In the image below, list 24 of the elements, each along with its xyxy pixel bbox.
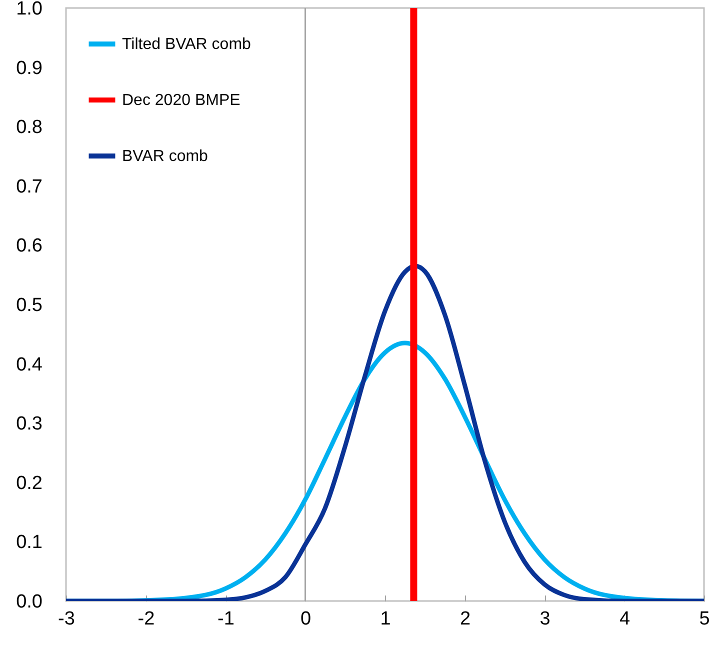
y-tick-label: 0.0	[16, 592, 42, 612]
y-tick-label: 0.3	[16, 414, 42, 435]
x-tick-label: 1	[380, 608, 391, 630]
legend-label: Dec 2020 BMPE	[122, 92, 240, 109]
x-tick-label: -1	[218, 608, 234, 630]
x-tick-label: 2	[460, 608, 471, 630]
y-tick-label: 0.2	[16, 472, 42, 494]
x-tick-label: -3	[58, 608, 75, 630]
y-tick-label: 0.5	[16, 295, 42, 316]
y-tick-label: 0.8	[16, 117, 42, 138]
x-tick-label: 5	[699, 608, 710, 630]
legend-label: BVAR comb	[122, 148, 208, 165]
y-tick-label: 0.9	[16, 58, 42, 79]
y-tick-label: 0.6	[16, 236, 42, 257]
y-tick-label: 0.4	[16, 354, 43, 376]
legend-label: Tilted BVAR comb	[122, 36, 252, 53]
x-tick-label: 3	[540, 608, 550, 630]
x-tick-label: 4	[619, 608, 630, 630]
y-tick-label: 1.0	[16, 0, 42, 20]
x-tick-label: 0	[300, 608, 312, 630]
x-tick-label: -2	[138, 608, 155, 630]
line-series	[66, 264, 704, 601]
y-tick-label: 0.1	[16, 532, 42, 554]
y-tick-label: 0.7	[16, 176, 42, 198]
